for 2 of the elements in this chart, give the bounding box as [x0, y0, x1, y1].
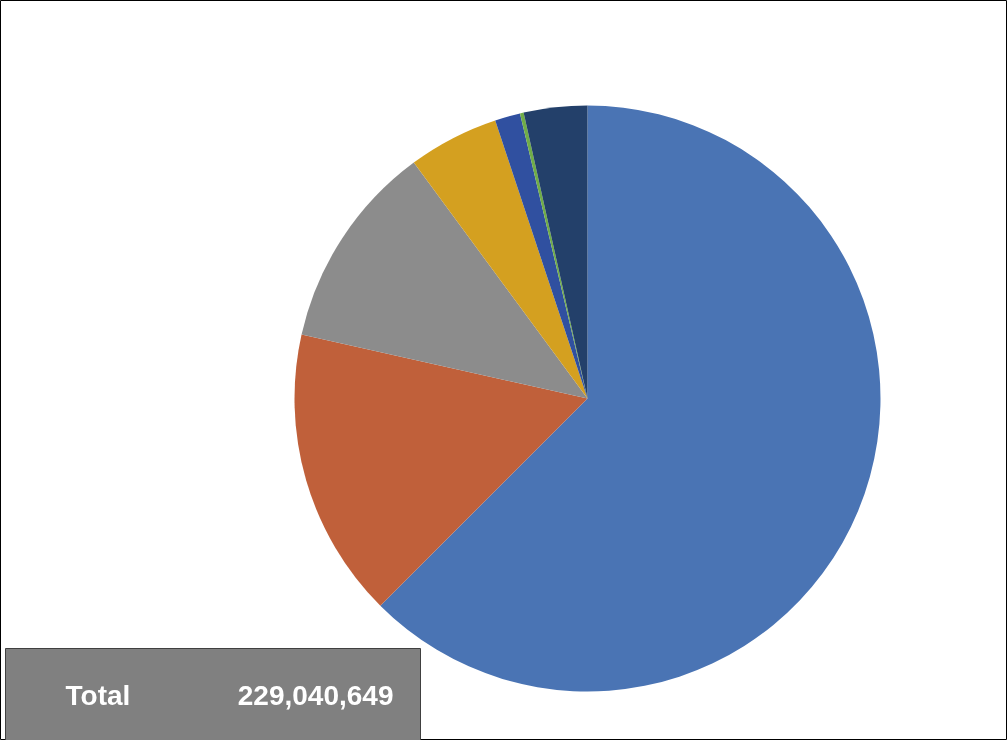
text: 229,040,649 [237, 680, 394, 711]
text: Total [65, 680, 131, 711]
